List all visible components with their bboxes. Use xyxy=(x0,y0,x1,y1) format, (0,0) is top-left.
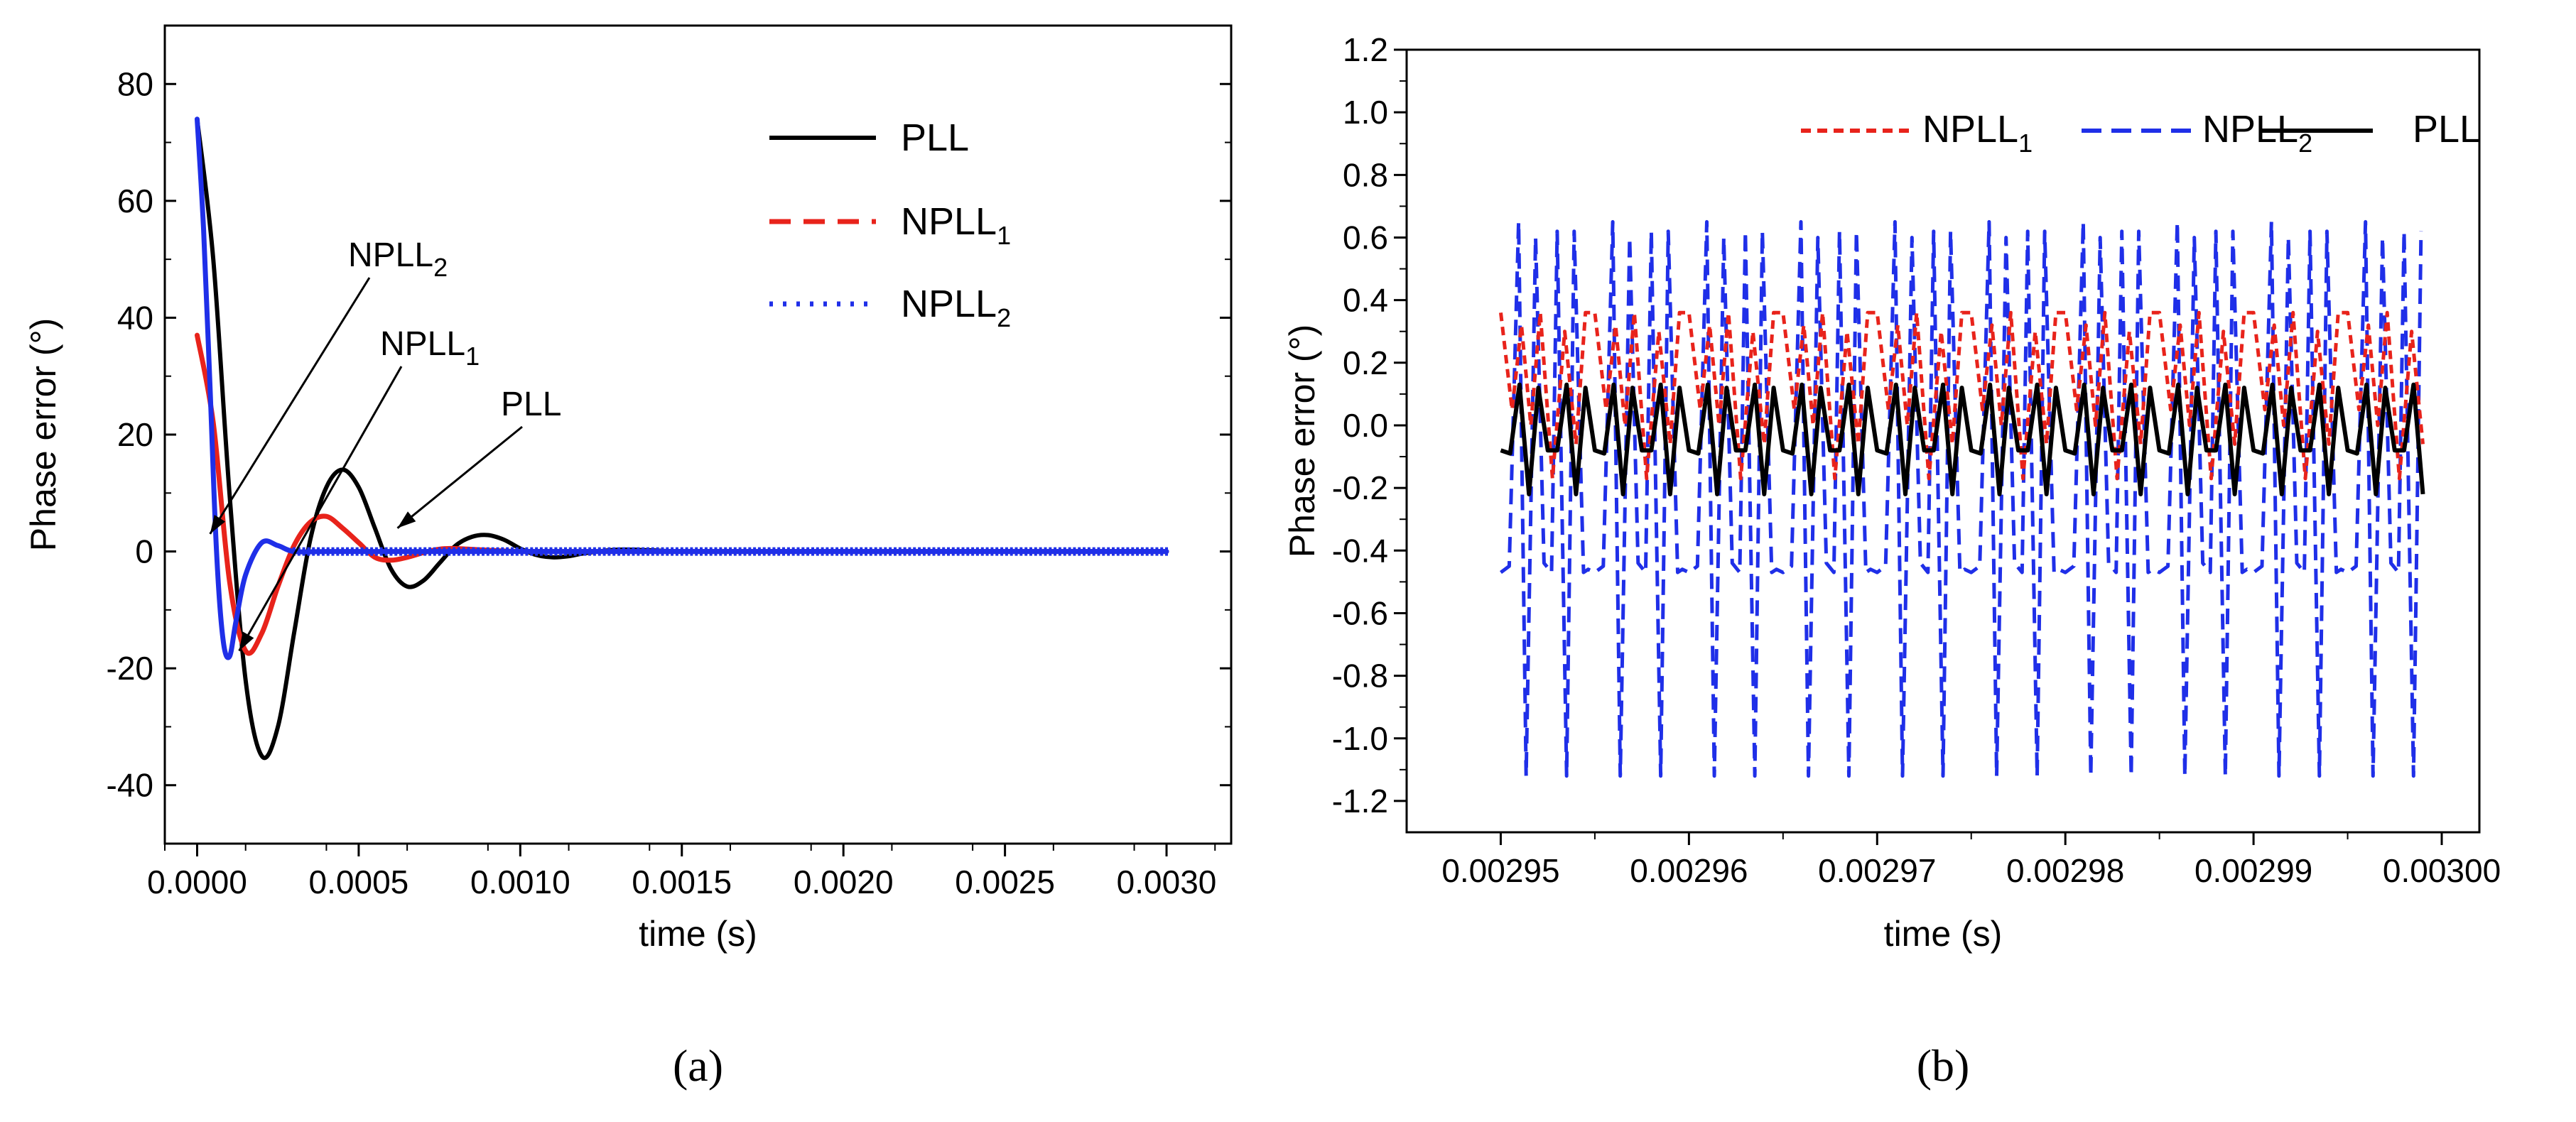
legend-label-b-npll1: NPLL1 xyxy=(1922,108,2033,158)
annotation-arrow-a xyxy=(238,366,403,652)
x-tick-label-b: 0.00295 xyxy=(1441,852,1559,889)
annotation-arrowhead-a xyxy=(210,515,226,534)
y-tick-label-b: 0.2 xyxy=(1343,344,1388,381)
legend-label-a-npll2-sub: 2 xyxy=(997,303,1011,332)
series-line-b-npll2 xyxy=(1500,219,2423,778)
legend-label-b-npll2-sub: 2 xyxy=(2298,129,2312,158)
annotation-a-npll2: NPLL2 xyxy=(348,236,448,282)
legend-label-b-pll-main: PLL xyxy=(2413,108,2481,151)
x-tick-label-a: 0.0030 xyxy=(1117,864,1217,900)
y-tick-label-a: 20 xyxy=(117,416,153,453)
series-line-b-npll1 xyxy=(1499,310,2425,481)
annotation-a-npll2-main: NPLL xyxy=(348,236,433,274)
legend-label-b-npll1-main: NPLL xyxy=(1922,108,2018,151)
y-tick-label-b: -1.0 xyxy=(1332,720,1388,757)
x-tick-label-b: 0.00298 xyxy=(2006,852,2124,889)
x-tick-label-a: 0.0020 xyxy=(794,864,894,900)
y-tick-label-b: -1.2 xyxy=(1332,783,1388,819)
panel-label-b: (b) xyxy=(1917,1040,1970,1091)
y-tick-label-b: 0.0 xyxy=(1343,407,1388,444)
series-line-a-npll2 xyxy=(195,116,1169,660)
legend-label-b-npll1-sub: 1 xyxy=(2018,129,2033,158)
y-tick-label-a: 0 xyxy=(135,533,153,570)
y-tick-label-a: 60 xyxy=(117,183,153,219)
x-tick-label-a: 0.0000 xyxy=(147,864,247,900)
annotation-arrowhead-a xyxy=(239,631,254,651)
legend-label-a-pll-main: PLL xyxy=(901,116,969,159)
legend-label-a-npll1: NPLL1 xyxy=(901,200,1011,250)
legend-label-a-npll1-sub: 1 xyxy=(997,221,1011,250)
legend-label-a-npll2-main: NPLL xyxy=(901,283,997,325)
x-axis-title-b: time (s) xyxy=(1884,914,2003,954)
y-tick-label-b: -0.6 xyxy=(1332,594,1388,631)
y-tick-label-a: 80 xyxy=(117,65,153,102)
plot-frame-a xyxy=(163,24,1233,845)
annotation-a-pll: PLL xyxy=(501,386,561,423)
legend-label-a-npll2: NPLL2 xyxy=(901,283,1011,332)
legend-b: NPLL1 NPLL 2 PLL xyxy=(1801,108,2481,158)
annotation-a-npll1-sub: 1 xyxy=(465,342,480,371)
y-tick-label-b: -0.2 xyxy=(1332,469,1388,506)
x-tick-label-b: 0.00296 xyxy=(1630,852,1748,889)
x-tick-label-a: 0.0005 xyxy=(309,864,409,900)
panel-a: -40 -20 0 20 40 60 80 0.0000 0.0005 0.0010 0.0015 0… xyxy=(23,24,1233,1091)
x-tick-label-b: 0.00300 xyxy=(2383,852,2501,889)
annotation-arrowhead-a xyxy=(397,511,416,528)
x-tick-label-a: 0.0025 xyxy=(955,864,1055,900)
series-line-b-pll xyxy=(1500,382,2425,496)
y-axis-title-a: Phase error (°) xyxy=(23,318,63,551)
series-line-a-pll xyxy=(195,116,1169,761)
panel-b: -1.2 -1.0 -0.8 -0.6 -0.4 -0.2 0.0 0.2 0.4 0.6 0.8 1… xyxy=(1282,31,2501,1091)
y-tick-label-a: -20 xyxy=(107,650,153,687)
x-tick-label-a: 0.0010 xyxy=(470,864,570,900)
plot-frame-b xyxy=(1405,48,2481,834)
x-axis-title-a: time (s) xyxy=(639,914,757,954)
y-axis-title-b: Phase error (°) xyxy=(1282,325,1322,557)
x-tick-label-a: 0.0015 xyxy=(632,864,732,900)
x-tick-label-b: 0.00299 xyxy=(2195,852,2312,889)
annotation-arrow-a xyxy=(209,277,371,535)
panel-label-a: (a) xyxy=(673,1040,723,1091)
y-tick-label-b: 1.0 xyxy=(1343,94,1388,131)
y-tick-label-a: 40 xyxy=(117,299,153,336)
annotation-a-npll1-main: NPLL xyxy=(380,325,465,363)
y-tick-label-b: 0.6 xyxy=(1343,219,1388,256)
legend-label-a-npll1-main: NPLL xyxy=(901,200,997,243)
y-tick-label-a: -40 xyxy=(107,767,153,804)
x-tick-label-b: 0.00297 xyxy=(1818,852,1936,889)
annotation-a-pll-main: PLL xyxy=(501,386,561,423)
series-noise-a-npll2 xyxy=(292,547,1168,556)
legend-label-b-pll: PLL xyxy=(2413,108,2481,151)
y-tick-label-b: 0.4 xyxy=(1343,282,1388,319)
legend-label-a-pll: PLL xyxy=(901,116,969,159)
annotation-a-npll1: NPLL1 xyxy=(380,325,480,371)
y-tick-label-b: -0.4 xyxy=(1332,532,1388,569)
annotation-arrow-a xyxy=(396,425,523,529)
y-tick-label-b: -0.8 xyxy=(1332,658,1388,695)
y-tick-label-b: 0.8 xyxy=(1343,156,1388,193)
y-tick-label-b: 1.2 xyxy=(1343,31,1388,68)
annotation-a-npll2-sub: 2 xyxy=(433,253,448,282)
series-line-a-npll1 xyxy=(195,332,1169,656)
